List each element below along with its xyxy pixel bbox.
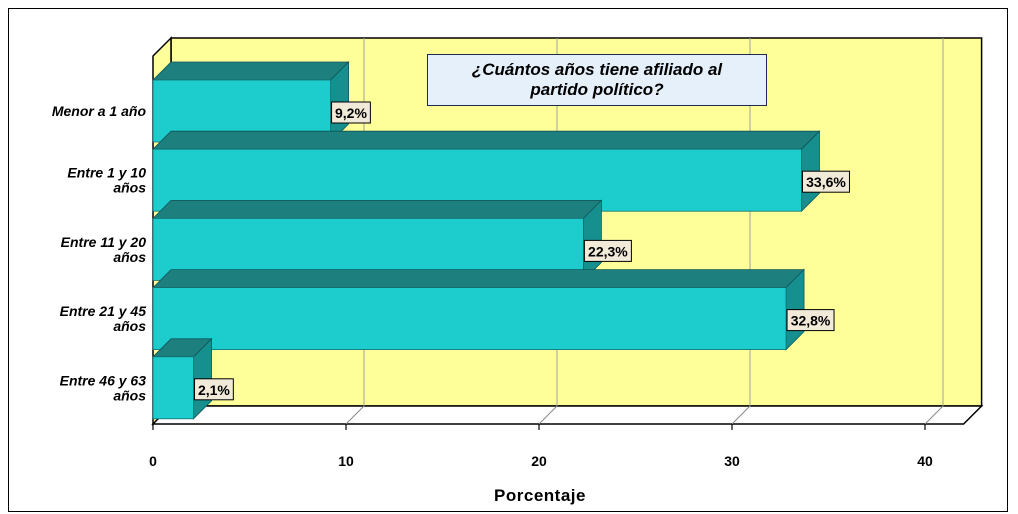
gridline-floor (924, 405, 944, 425)
data-label: 33,6% (806, 174, 846, 190)
category-label: años (113, 318, 146, 334)
data-label-box (194, 378, 234, 401)
chart-frame (8, 8, 1008, 512)
x-tick-label: 0 (149, 453, 157, 469)
bar-top (152, 199, 603, 219)
chart-title: ¿Cuántos años tiene afiliado al partido … (427, 54, 767, 106)
bar-top (152, 130, 821, 150)
bar (152, 356, 194, 420)
bar (152, 287, 787, 351)
category-label: Menor a 1 año (52, 103, 147, 119)
x-tick-label: 40 (917, 453, 933, 469)
category-label: años (113, 249, 146, 265)
category-label: Entre 11 y 20 (61, 234, 147, 250)
gridline-floor (731, 405, 751, 425)
category-label: años (113, 180, 146, 196)
x-axis-title: Porcentaje (494, 486, 586, 505)
data-label: 2,1% (198, 382, 230, 398)
x-tick-label: 20 (531, 453, 547, 469)
bar-top (152, 269, 806, 289)
data-label-box (583, 239, 632, 262)
plot-floor (151, 405, 984, 425)
data-label: 22,3% (588, 243, 628, 259)
category-label: años (113, 387, 146, 403)
data-label: 9,2% (335, 105, 367, 121)
category-label: Entre 1 y 10 (67, 165, 146, 181)
x-tick-label: 30 (724, 453, 740, 469)
category-label: Entre 21 y 45 (60, 303, 147, 319)
data-label-box (331, 101, 371, 124)
gridline-floor (538, 405, 558, 425)
data-label: 32,8% (791, 313, 831, 329)
category-label: Entre 46 y 63 (60, 372, 147, 388)
x-tick-label: 10 (338, 453, 354, 469)
bar-top (152, 61, 350, 81)
gridline-floor (345, 405, 365, 425)
data-label-box (801, 170, 850, 193)
data-label-box (786, 309, 835, 332)
